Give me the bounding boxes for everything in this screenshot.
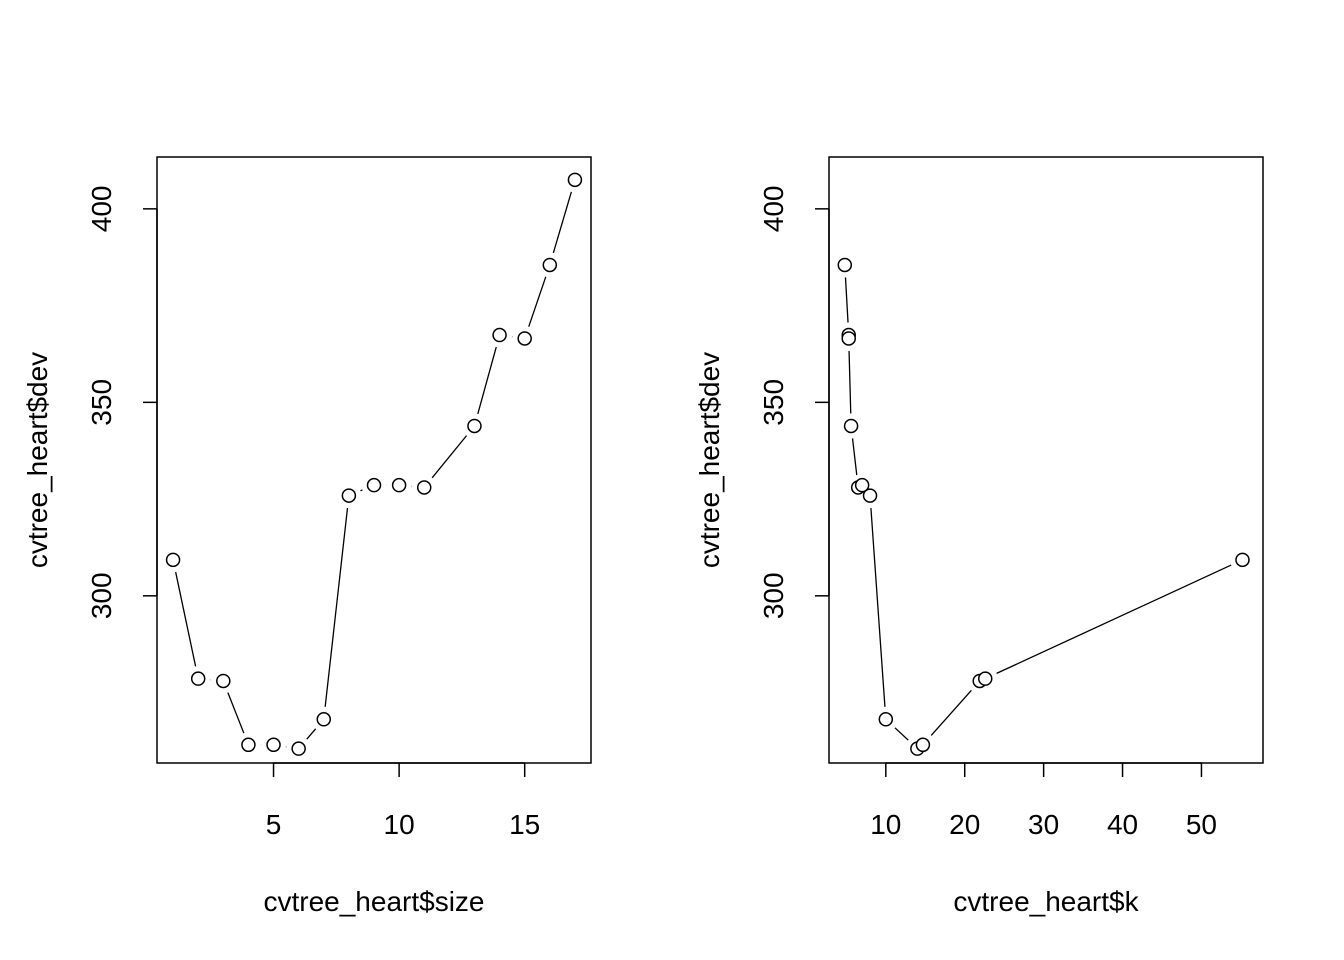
x-axis-label-left: cvtree_heart$size bbox=[263, 886, 484, 917]
y-axis-label-left: cvtree_heart$dev bbox=[22, 352, 53, 568]
y-tick-label-right: 400 bbox=[758, 185, 789, 232]
data-point-right bbox=[862, 488, 878, 503]
y-tick-label-right: 300 bbox=[758, 572, 789, 619]
series-segment-left bbox=[227, 692, 245, 734]
data-point-right bbox=[878, 712, 894, 727]
series-segment-left bbox=[360, 489, 363, 492]
x-tick-label-right: 30 bbox=[1028, 809, 1059, 840]
x-tick-label-right: 50 bbox=[1186, 809, 1217, 840]
series-segment-left bbox=[528, 276, 547, 327]
series-segment-right bbox=[848, 350, 852, 414]
series-segment-left bbox=[306, 728, 317, 740]
data-point-left bbox=[216, 673, 231, 689]
y-tick-label-right: 350 bbox=[758, 379, 789, 426]
series-segment-right bbox=[930, 689, 972, 736]
x-tick-label-left: 15 bbox=[509, 809, 540, 840]
data-point-left bbox=[165, 552, 181, 568]
panel-left: 5 10 15 300 350 400 cvtree_heart$size cvtree_… bbox=[22, 156, 592, 917]
series-segment-left bbox=[552, 191, 573, 254]
series-segment-right bbox=[844, 277, 849, 323]
data-point-right bbox=[854, 477, 870, 493]
data-point-right bbox=[915, 737, 931, 753]
series-segment-left bbox=[431, 435, 468, 479]
marks-right: 10 20 30 40 50 300 350 400 bbox=[758, 185, 1250, 840]
series-segment-left bbox=[175, 571, 197, 667]
series-segment-left bbox=[324, 507, 349, 707]
x-tick-label-left: 10 bbox=[384, 809, 415, 840]
data-point-left bbox=[567, 172, 583, 188]
data-point-left bbox=[266, 737, 281, 753]
data-point-right bbox=[977, 671, 993, 686]
panel-right: 10 20 30 40 50 300 350 400 cvtree_heart$k cvtre… bbox=[694, 156, 1264, 917]
plot-frame-right bbox=[828, 156, 1264, 764]
y-tick-label-left: 350 bbox=[86, 379, 117, 426]
data-point-left bbox=[341, 488, 357, 503]
series-segment-right bbox=[870, 508, 886, 707]
data-point-left bbox=[492, 327, 507, 343]
data-point-left bbox=[391, 477, 407, 493]
x-axis-label-right: cvtree_heart$k bbox=[953, 886, 1139, 917]
data-point-left bbox=[241, 737, 256, 753]
data-point-left bbox=[366, 477, 382, 493]
x-tick-label-right: 40 bbox=[1107, 809, 1138, 840]
data-point-left bbox=[542, 257, 558, 273]
plot-frame-left bbox=[156, 156, 592, 764]
data-point-right bbox=[837, 257, 853, 273]
y-axis-label-right: cvtree_heart$dev bbox=[694, 352, 725, 568]
marks-left: 5 10 15 300 350 400 bbox=[86, 172, 583, 840]
x-tick-label-right: 10 bbox=[870, 809, 901, 840]
data-point-right bbox=[843, 418, 859, 434]
series-segment-left bbox=[477, 346, 497, 415]
data-point-left bbox=[517, 331, 532, 346]
x-tick-label-right: 20 bbox=[949, 809, 980, 840]
y-tick-label-left: 400 bbox=[86, 185, 117, 232]
data-point-left bbox=[316, 712, 332, 727]
data-point-left bbox=[190, 671, 206, 686]
data-point-left bbox=[467, 418, 482, 434]
data-point-right bbox=[841, 331, 856, 346]
y-tick-label-left: 300 bbox=[86, 572, 117, 619]
series-segment-right bbox=[996, 564, 1232, 674]
series-segment-right bbox=[851, 438, 858, 476]
data-point-left bbox=[416, 480, 432, 495]
x-tick-label-left: 5 bbox=[266, 809, 282, 840]
data-point-right bbox=[1235, 552, 1250, 568]
series-segment-right bbox=[894, 727, 909, 741]
data-point-left bbox=[291, 741, 306, 756]
